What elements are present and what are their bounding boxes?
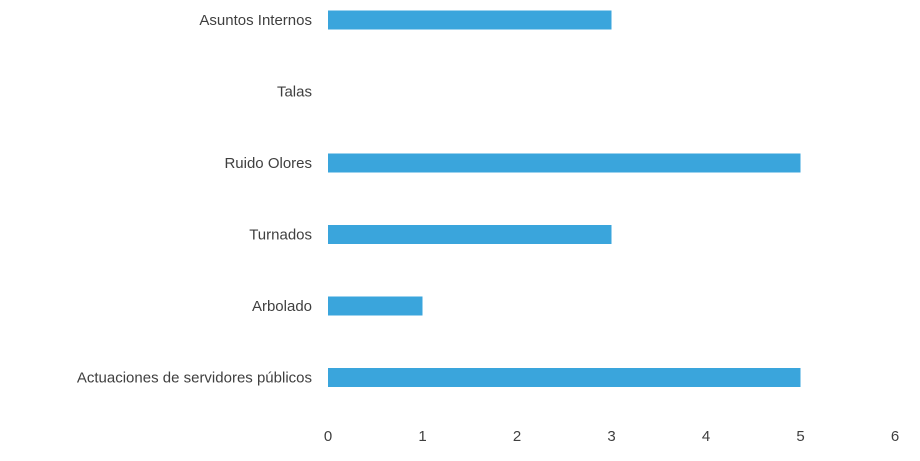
x-tick-label-2: 2: [513, 428, 521, 445]
bar-actuaciones-de-servidores-publicos: [328, 368, 801, 387]
category-label-talas: Talas: [277, 84, 312, 101]
x-axis-ticks-group: 0 1 2 3 4 5 6: [324, 428, 899, 445]
x-tick-label-6: 6: [891, 428, 899, 445]
bars-group: [328, 10, 801, 387]
x-tick-label-1: 1: [418, 428, 426, 445]
x-tick-label-0: 0: [324, 428, 332, 445]
category-label-ruido-olores: Ruido Olores: [224, 155, 312, 172]
category-label-actuaciones-de-servidores-publicos: Actuaciones de servidores públicos: [77, 370, 312, 387]
bar-asuntos-internos: [328, 10, 612, 30]
x-tick-label-3: 3: [607, 428, 615, 445]
bar-arbolado: [328, 296, 423, 316]
category-labels-group: Asuntos Internos Talas Ruido Olores Turnado…: [77, 12, 312, 387]
bar-ruido-olores: [328, 153, 801, 173]
category-label-turnados: Turnados: [249, 227, 312, 244]
x-tick-label-5: 5: [796, 428, 804, 445]
category-label-asuntos-internos: Asuntos Internos: [199, 12, 312, 29]
category-label-arbolado: Arbolado: [252, 298, 312, 315]
bar-turnados: [328, 225, 612, 244]
x-tick-label-4: 4: [702, 428, 710, 445]
